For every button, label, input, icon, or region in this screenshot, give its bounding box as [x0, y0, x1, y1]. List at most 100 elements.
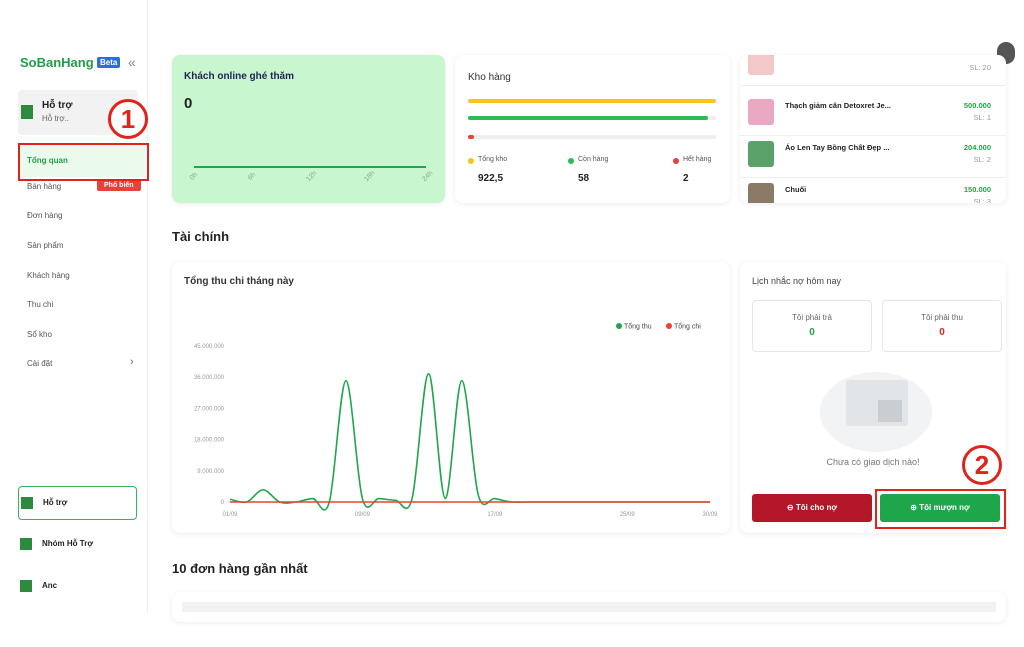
user-sub: Hỗ trợ.. — [42, 114, 70, 123]
product-qty: SL: 20 — [969, 63, 991, 72]
online-title: Khách online ghé thăm — [184, 71, 295, 82]
product-row: Thạch giảm cân Detoxret Je... 500.000 SL: … — [740, 95, 1006, 136]
hour-tick: 12h — [305, 169, 319, 184]
product-name: Áo Len Tay Bồng Chất Đẹp ... — [785, 143, 890, 152]
x-tick-label: 09/09 — [355, 512, 371, 518]
y-tick-label: 18.000.000 — [194, 438, 225, 444]
x-tick-label: 17/09 — [487, 512, 503, 518]
receive-label: Tôi phải thu — [921, 313, 963, 322]
product-row: Áo Len Tay Bồng Chất Đẹp ... 204.000 SL: 2 — [740, 137, 1006, 178]
x-tick-label: 25/09 — [620, 512, 636, 518]
product-image — [748, 183, 774, 203]
product-row: SL: 20 — [740, 55, 1006, 86]
product-row: Chuối 150.000 SL: 3 — [740, 179, 1006, 203]
legend-label: Tổng chi — [674, 323, 701, 331]
bottom-label: Hỗ trợ — [43, 498, 68, 507]
x-tick-label: 30/09 — [702, 512, 718, 518]
menu-arrow: › — [130, 356, 134, 368]
empty-text: Chưa có giao dịch nào! — [826, 457, 920, 467]
product-price: 204.000 — [963, 143, 991, 152]
product-qty: SL: 3 — [973, 197, 991, 203]
orders-card — [172, 592, 1006, 622]
bottom-item[interactable]: Nhóm Hỗ Trợ — [18, 528, 135, 560]
product-name: Thạch giảm cân Detoxret Je... — [785, 101, 891, 110]
y-tick-label: 9.000.000 — [197, 469, 224, 475]
legend-dot — [666, 323, 672, 329]
menu-label: Tổng quan — [27, 156, 68, 165]
stock-bar — [468, 116, 716, 120]
empty-illustration — [820, 372, 932, 452]
menu-item[interactable]: Cài đặt › — [20, 352, 145, 376]
collapse[interactable]: « — [128, 54, 136, 70]
y-tick-label: 27.000.000 — [194, 406, 225, 412]
product-image — [748, 99, 774, 125]
annotation: 2 — [962, 445, 1002, 485]
lend-label: Tôi cho nợ — [795, 503, 838, 512]
brand: SoBanHang — [20, 55, 94, 70]
pay-box: Tôi phải trả 0 — [752, 300, 872, 352]
legend-dot — [468, 158, 474, 164]
legend-value: 2 — [683, 173, 689, 184]
product-qty: SL: 1 — [973, 113, 991, 122]
legend-dot — [568, 158, 574, 164]
product-price: 150.000 — [963, 185, 991, 194]
menu-item[interactable]: Khách hàng — [20, 264, 145, 288]
menu-label: Cài đặt — [27, 359, 53, 368]
debt-title: Lịch nhắc nợ hôm nay — [752, 276, 841, 286]
debt-card: Lịch nhắc nợ hôm nay Tôi phải trả 0 Tôi … — [740, 262, 1006, 533]
product-image — [748, 55, 774, 75]
avatar — [20, 580, 32, 592]
online-card: Khách online ghé thăm 0 0h 6h 12h 18h 24h — [172, 55, 445, 203]
stock-bar — [468, 135, 716, 139]
menu-label: Sản phẩm — [27, 241, 64, 250]
menu-item[interactable]: Thu chi — [20, 293, 145, 317]
line-chart: Tổng thu chi tháng này 0 9.000.000 18.000.… — [184, 275, 718, 518]
products-card: SL: 20 Thạch giảm cân Detoxret Je... 500.0… — [740, 55, 1006, 203]
legend-value: 922,5 — [478, 173, 504, 184]
pay-label: Tôi phải trả — [791, 313, 833, 322]
borrow-button[interactable]: ⊕ Tôi mượn nợ — [880, 494, 1000, 522]
menu-label: Sổ kho — [27, 330, 52, 339]
menu-label: Thu chi — [27, 300, 54, 309]
bottom-item[interactable]: Hỗ trợ — [18, 486, 137, 520]
legend-dot — [616, 323, 622, 329]
avatar — [21, 497, 33, 509]
menu-label: Khách hàng — [27, 271, 70, 280]
avatar — [21, 105, 33, 119]
annotation: 1 — [108, 99, 148, 139]
lend-button[interactable]: ⊖ Tôi cho nợ — [752, 494, 872, 522]
menu-label: Bán hàng — [27, 182, 62, 191]
badge: Beta — [97, 57, 121, 68]
menu-tag: Phổ biến — [97, 180, 141, 191]
stock-bar — [468, 99, 716, 103]
menu-item[interactable]: Bán hàng Phổ biến — [20, 175, 145, 199]
product-name: Chuối — [785, 185, 807, 194]
receive-value: 0 — [939, 327, 945, 338]
bottom-item[interactable]: Anc — [18, 570, 135, 602]
menu-item[interactable]: Đơn hàng — [20, 204, 145, 228]
section-heading: 10 đơn hàng gần nhất — [172, 561, 308, 576]
product-price: 500.000 — [963, 101, 991, 110]
legend-label: Còn hàng — [578, 156, 609, 163]
x-tick-label: 01/09 — [222, 512, 238, 518]
menu-label: Đơn hàng — [27, 211, 63, 220]
online-value: 0 — [184, 95, 193, 112]
stock-card: Kho hàng Tổng kho 922,5 Còn hàng 58 Hết hàng… — [455, 55, 730, 203]
finance-chart-card: Tổng thu chi tháng này 0 9.000.000 18.000.… — [172, 262, 730, 533]
menu-item[interactable]: Sản phẩm — [20, 234, 145, 258]
sidebar: SoBanHang Beta « Hỗ trợ Hỗ trợ.. Tổng qu… — [0, 0, 148, 612]
y-tick-label: 36.000.000 — [194, 375, 225, 381]
product-qty: SL: 2 — [973, 155, 991, 164]
legend-label: Tổng kho — [478, 156, 508, 163]
product-image — [748, 141, 774, 167]
menu-item[interactable]: Tổng quan — [20, 145, 145, 177]
hour-tick: 6h — [246, 171, 258, 182]
avatar — [20, 538, 32, 550]
bottom-label: Nhóm Hỗ Trợ — [42, 539, 94, 548]
menu-item[interactable]: Sổ kho — [20, 323, 145, 347]
legend-label: Tổng thu — [624, 323, 652, 331]
y-tick-label: 0 — [221, 500, 225, 506]
highlight-box — [875, 489, 1006, 529]
legend-label: Hết hàng — [683, 156, 712, 163]
